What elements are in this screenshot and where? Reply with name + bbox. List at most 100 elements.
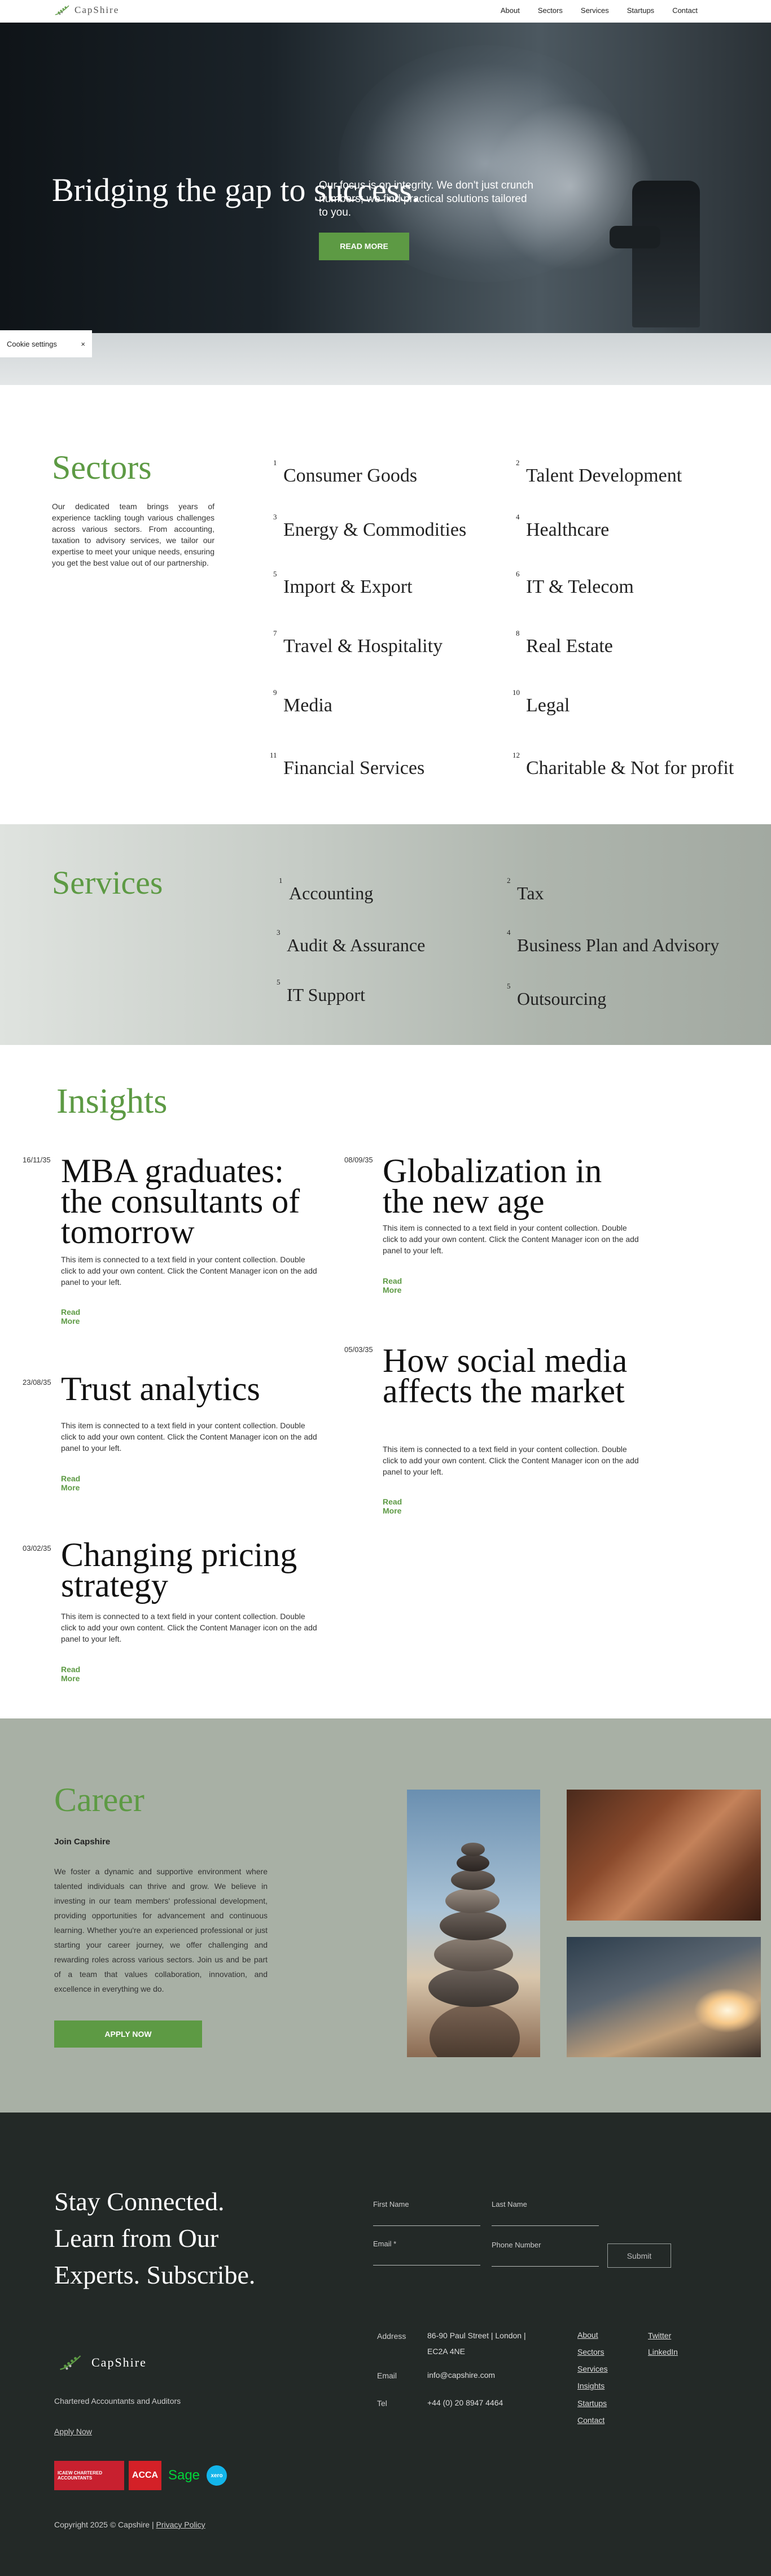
- sector-number: 9: [273, 688, 277, 697]
- logo-text: CapShire: [75, 5, 120, 15]
- nav-startups[interactable]: Startups: [627, 6, 655, 15]
- post-title[interactable]: Changing pricing strategy: [61, 1536, 297, 1604]
- post-body: This item is connected to a text field i…: [383, 1223, 639, 1255]
- address-label: Address: [377, 2332, 406, 2341]
- close-icon[interactable]: ×: [81, 339, 85, 348]
- phone-number[interactable]: +44 (0) 20 8947 4464: [427, 2398, 503, 2407]
- phone-field[interactable]: Phone Number: [492, 2241, 599, 2267]
- sector-number: 8: [516, 629, 520, 637]
- site-logo[interactable]: CapShire: [54, 3, 119, 17]
- first-name-field[interactable]: First Name: [373, 2200, 480, 2226]
- post-title[interactable]: Globalization in the new age: [383, 1152, 602, 1220]
- sector-number: 3: [273, 513, 277, 521]
- sectors-title: Sectors: [52, 449, 152, 486]
- apply-now-button[interactable]: APPLY NOW: [54, 2020, 202, 2048]
- sector-label: Consumer Goods: [283, 465, 418, 486]
- main-nav: About Sectors Services Startups Contact: [501, 6, 698, 15]
- sector-number: 6: [516, 570, 520, 578]
- xero-badge-text: xero: [211, 2472, 223, 2479]
- footer-tagline: Chartered Accountants and Auditors: [54, 2396, 181, 2406]
- service-number: 3: [277, 928, 281, 937]
- footer-link-insights[interactable]: Insights: [577, 2381, 605, 2390]
- post-title[interactable]: Trust analytics: [61, 1370, 260, 1407]
- stone: [451, 1870, 495, 1890]
- sector-label: Healthcare: [526, 519, 610, 540]
- post-date: 08/09/35: [344, 1156, 373, 1164]
- footer-link-sectors[interactable]: Sectors: [577, 2347, 604, 2356]
- copyright: Copyright 2025 © Capshire | Privacy Poli…: [54, 2520, 205, 2529]
- sector-number: 5: [273, 570, 277, 578]
- footer-link-twitter[interactable]: Twitter: [648, 2331, 672, 2340]
- sector-number: 11: [270, 751, 277, 759]
- stone: [440, 1911, 506, 1940]
- insights-section: Insights 16/11/35 MBA graduates: the con…: [0, 1045, 771, 1718]
- email-address[interactable]: info@capshire.com: [427, 2371, 496, 2380]
- hero-text: Our focus is on integrity. We don't just…: [319, 180, 533, 218]
- read-more-link[interactable]: Read More: [383, 1497, 402, 1515]
- first-name-label: First Name: [373, 2200, 409, 2208]
- footer-logo[interactable]: CapShire: [54, 2352, 147, 2373]
- career-title: Career: [54, 1781, 144, 1818]
- footer-link-about[interactable]: About: [577, 2330, 598, 2339]
- submit-button[interactable]: Submit: [607, 2243, 671, 2268]
- sector-number: 4: [516, 513, 520, 521]
- canyon-image: [567, 1790, 761, 1921]
- sector-number: 2: [516, 458, 520, 467]
- nav-sectors[interactable]: Sectors: [537, 6, 563, 15]
- cookie-settings-label[interactable]: Cookie settings: [7, 339, 57, 348]
- read-more-link[interactable]: Read More: [61, 1665, 81, 1683]
- post-body: This item is connected to a text field i…: [61, 1612, 317, 1643]
- read-more-link[interactable]: Read More: [61, 1307, 81, 1326]
- post-body: This item is connected to a text field i…: [383, 1445, 639, 1476]
- service-number: 5: [277, 978, 281, 986]
- read-more-link[interactable]: Read More: [61, 1474, 81, 1492]
- logo-wheat-icon: [55, 5, 69, 15]
- service-number: 1: [279, 876, 283, 885]
- footer-link-services[interactable]: Services: [577, 2364, 608, 2373]
- post-date: 03/02/35: [23, 1544, 51, 1552]
- service-label: Accounting: [289, 883, 374, 903]
- lab-bench-image: [0, 333, 771, 385]
- tel-label: Tel: [377, 2399, 387, 2408]
- stone: [445, 1888, 500, 1913]
- nav-contact[interactable]: Contact: [672, 6, 698, 15]
- read-more-link[interactable]: Read More: [383, 1276, 402, 1294]
- hero-section: Bridging the gap to success. Our focus i…: [0, 23, 771, 385]
- microscope-image: [632, 181, 700, 327]
- post-body: This item is connected to a text field i…: [61, 1421, 317, 1453]
- airplane-wing-image: [567, 1937, 761, 2057]
- post-title[interactable]: How social media affects the market: [383, 1342, 628, 1410]
- acca-badge: ACCA: [129, 2461, 161, 2490]
- sector-label: Energy & Commodities: [283, 519, 467, 540]
- stone: [434, 1938, 513, 1971]
- stacked-stones-image: [407, 1790, 540, 2057]
- sectors-description: Our dedicated team brings years of exper…: [52, 502, 214, 567]
- service-label: Business Plan and Advisory: [517, 935, 720, 955]
- nav-about[interactable]: About: [500, 6, 520, 15]
- nav-services[interactable]: Services: [580, 6, 609, 15]
- sector-label: Media: [283, 695, 332, 716]
- email-label: Email *: [373, 2240, 397, 2248]
- last-name-label: Last Name: [492, 2200, 527, 2208]
- last-name-field[interactable]: Last Name: [492, 2200, 599, 2226]
- email-field[interactable]: Email *: [373, 2240, 480, 2266]
- footer-link-linkedin[interactable]: LinkedIn: [648, 2347, 678, 2356]
- stone: [428, 1967, 519, 2007]
- footer-link-startups[interactable]: Startups: [577, 2399, 607, 2408]
- footer-apply-link[interactable]: Apply Now: [54, 2427, 92, 2436]
- acca-badge-text: ACCA: [132, 2470, 159, 2480]
- footer-link-contact[interactable]: Contact: [577, 2416, 605, 2425]
- service-number: 2: [507, 876, 511, 885]
- post-date: 16/11/35: [23, 1156, 51, 1164]
- career-subtitle: Join Capshire: [54, 1837, 111, 1847]
- sectors-section: Sectors Our dedicated team brings years …: [0, 385, 771, 824]
- post-title[interactable]: MBA graduates: the consultants of tomorr…: [61, 1152, 300, 1250]
- cookie-settings-bar[interactable]: Cookie settings ×: [0, 330, 92, 357]
- career-section: Career Join Capshire We foster a dynamic…: [0, 1718, 771, 2113]
- sector-number: 7: [273, 629, 277, 637]
- privacy-policy-link[interactable]: Privacy Policy: [156, 2520, 205, 2529]
- read-more-button[interactable]: READ MORE: [319, 233, 409, 260]
- sector-label: IT & Telecom: [526, 576, 634, 597]
- stone: [461, 1843, 485, 1856]
- hero-title: Bridging the gap to success.: [52, 172, 420, 208]
